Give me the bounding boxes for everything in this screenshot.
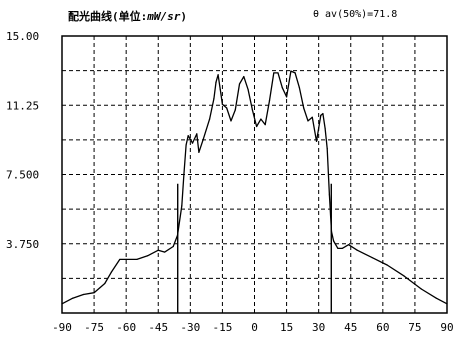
data-point [183,173,185,176]
data-point [230,120,232,122]
data-point [208,118,211,120]
x-tick-label: -15 [212,321,232,334]
data-point [251,109,253,111]
x-tick-label: -60 [116,321,136,334]
data-point [277,72,279,74]
x-tick-label: 30 [312,321,325,334]
data-point [191,142,194,144]
data-point [324,127,326,129]
data-point [298,87,301,89]
data-point [172,245,174,248]
beam-angle-readout: θ av(50%)=71.8 [313,9,398,20]
data-point [328,194,330,196]
data-point [264,124,266,126]
data-point [348,244,350,246]
data-point [273,72,275,74]
x-tick-label: -45 [148,321,168,334]
data-point [104,282,106,285]
data-point [185,144,187,146]
y-tick-label: 7.500 [6,169,39,182]
data-point [371,257,373,259]
data-point [125,258,127,261]
data-point [176,234,179,237]
data-point [326,148,328,150]
chart-title-text: 配光曲线( [68,10,119,23]
data-point [213,98,215,100]
chart-title-unit: mW/sr [147,10,181,23]
chart-title-close: ) [180,10,187,23]
x-tick-label: -30 [180,321,200,334]
x-tick-label: 15 [280,321,293,334]
data-point [307,120,309,122]
x-tick-label: 60 [376,321,389,334]
intensity-points [61,70,448,305]
data-point [341,247,343,249]
data-point [157,249,159,251]
y-tick-label: 11.25 [6,99,39,112]
data-point [164,251,166,253]
data-point [110,271,112,273]
data-point [196,133,198,135]
data-point [82,293,84,296]
data-point [435,297,437,299]
y-tick-labels: 3.750 7.500 11.25 15.00 [6,30,39,251]
data-point [386,264,388,266]
data-point [290,70,292,72]
data-point [243,76,245,78]
data-point [238,83,241,85]
data-point [420,288,422,290]
y-tick-label: 3.750 [6,238,39,251]
data-point [136,258,138,261]
data-point [146,255,149,257]
half-max-markers [177,183,332,313]
data-point [247,88,249,91]
data-point [93,292,95,294]
data-point [268,100,271,102]
x-tick-label: -90 [52,321,72,334]
data-point [187,135,189,137]
data-point [281,87,283,89]
data-point [260,118,262,120]
data-point [322,112,324,115]
data-point [303,107,305,109]
x-tick-labels: -90 -75 -60 -45 -30 -15 0 15 30 45 60 75 90 [52,321,453,334]
chart-title-unit-label: 单位 [118,10,141,23]
data-point [198,151,200,153]
data-point [356,249,358,251]
x-tick-label: 0 [251,321,258,334]
data-point [234,109,236,111]
data-point [215,81,217,83]
data-point [333,240,335,242]
chart-title-unit-separator: : [140,10,148,23]
data-point [403,275,405,277]
x-tick-label: -75 [84,321,104,334]
x-tick-label: 90 [440,321,453,334]
data-point [119,258,121,261]
x-tick-label: 45 [344,321,357,334]
data-point [61,303,63,305]
y-tick-label: 15.00 [6,30,39,43]
data-point [330,231,333,233]
data-point [202,138,204,141]
chart-grid [62,36,447,313]
data-point [72,297,74,299]
data-point [217,74,219,76]
plot-frame [61,35,448,314]
data-point [311,116,313,118]
data-point [320,114,322,117]
data-point [315,140,318,142]
data-point [446,303,448,305]
chart-title: 配光曲线(单位:mW/sr) [68,8,187,24]
data-point [181,205,183,207]
data-point [294,72,296,74]
data-point [226,107,228,109]
data-point [219,88,221,91]
data-point [337,247,339,249]
x-tick-label: 75 [408,321,421,334]
data-point [256,125,258,128]
data-point [221,103,224,105]
data-point [285,96,288,98]
